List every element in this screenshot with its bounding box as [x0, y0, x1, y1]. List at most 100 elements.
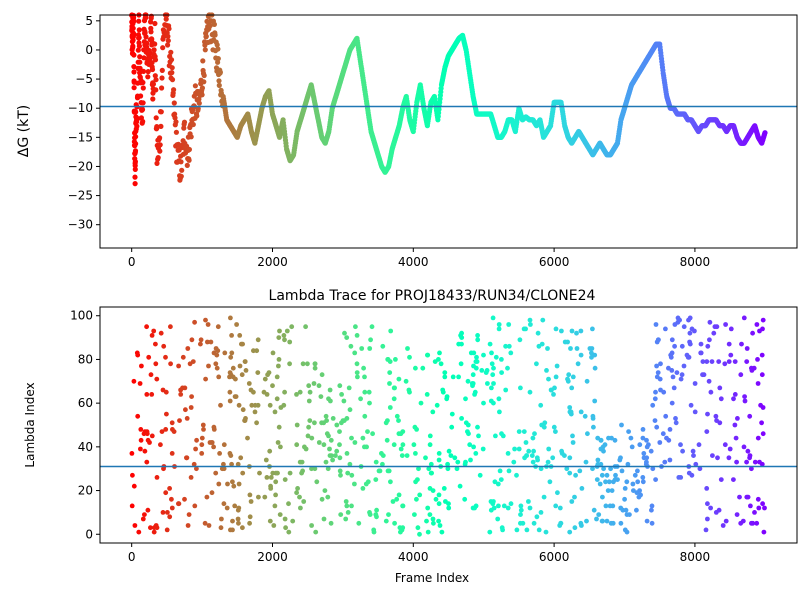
x-tick-label: 6000: [539, 255, 570, 269]
lambda-point: [496, 322, 502, 327]
lambda-point: [284, 328, 290, 334]
lambda-point: [756, 505, 762, 511]
lambda-point: [352, 350, 358, 356]
delta-g-point: [147, 50, 153, 56]
lambda-point: [456, 374, 461, 380]
delta-g-points: [129, 12, 768, 187]
lambda-point: [327, 446, 332, 452]
lambda-point: [454, 466, 460, 472]
lambda-point: [427, 433, 433, 439]
lambda-point: [652, 396, 658, 402]
lambda-point: [254, 420, 259, 426]
lambda-point: [390, 499, 396, 504]
lambda-point: [188, 405, 194, 410]
lambda-point: [274, 396, 280, 402]
lambda-point: [306, 398, 312, 404]
lambda-point: [744, 359, 750, 364]
lambda-point: [300, 468, 305, 474]
lambda-point: [528, 322, 533, 327]
lambda-point: [153, 361, 159, 367]
lambda-point: [696, 442, 702, 448]
lambda-point: [518, 520, 523, 526]
lambda-point: [163, 354, 168, 360]
lambda-point: [636, 494, 642, 500]
lambda-point: [208, 339, 214, 345]
lambda-point: [492, 479, 498, 485]
lambda-point: [137, 381, 143, 386]
lambda-point: [617, 457, 623, 463]
lambda-point: [176, 363, 182, 369]
lambda-point: [640, 475, 646, 480]
lambda-point: [316, 440, 322, 445]
lambda-point: [498, 477, 504, 482]
lambda-point: [572, 494, 577, 500]
lambda-point: [430, 409, 436, 415]
lambda-point: [286, 501, 291, 507]
lambda-point: [246, 381, 252, 386]
lambda-point: [505, 365, 510, 371]
lambda-point: [330, 457, 335, 463]
lambda-point: [660, 431, 666, 437]
lambda-point: [185, 346, 191, 351]
x-tick-label: 4000: [398, 255, 429, 269]
lambda-point: [624, 512, 630, 517]
lambda-point: [666, 437, 672, 443]
lambda-point: [481, 400, 486, 406]
lambda-point: [252, 409, 258, 415]
lambda-point: [679, 372, 685, 378]
lambda-point: [669, 400, 675, 406]
lambda-point: [591, 507, 597, 513]
lambda-point: [438, 361, 444, 367]
lambda-point: [689, 472, 695, 478]
delta-g-plot-area: [100, 12, 797, 187]
lambda-point: [428, 461, 434, 467]
lambda-point: [380, 453, 386, 458]
lambda-point: [722, 361, 728, 367]
lambda-point: [671, 385, 677, 391]
delta-g-point: [171, 87, 177, 93]
lambda-point: [309, 523, 314, 528]
lambda-point: [294, 490, 299, 496]
lambda-point: [424, 518, 429, 524]
lambda-point: [163, 490, 169, 496]
lambda-point: [751, 365, 757, 371]
delta-g-point: [159, 85, 165, 91]
lambda-point: [194, 466, 199, 472]
lambda-point: [206, 363, 211, 369]
lambda-point: [567, 455, 573, 461]
lambda-point: [297, 389, 303, 395]
lambda-point: [236, 481, 242, 487]
lambda-point: [425, 352, 430, 358]
lambda-point: [759, 352, 765, 358]
lambda-point: [654, 363, 659, 369]
lambda-point: [334, 448, 340, 454]
lambda-point: [547, 479, 553, 485]
lambda-point: [663, 326, 668, 332]
lambda-point: [717, 385, 723, 391]
lambda-point: [551, 392, 556, 397]
lambda-point: [666, 365, 671, 371]
lambda-point: [274, 374, 280, 380]
lambda-point: [290, 518, 296, 524]
lambda-point: [391, 442, 397, 448]
x-tick-label: 8000: [680, 550, 711, 564]
lambda-point: [511, 459, 517, 465]
lambda-point: [312, 466, 318, 472]
lambda-point: [475, 424, 480, 430]
delta-g-point: [137, 70, 143, 76]
y-tick-label: 40: [78, 440, 93, 454]
lambda-point: [198, 341, 203, 347]
lambda-point: [139, 363, 144, 369]
delta-g-point: [200, 58, 206, 64]
lambda-point: [217, 451, 223, 456]
lambda-point: [649, 503, 655, 509]
lambda-point: [417, 492, 423, 498]
lambda-point: [148, 372, 154, 378]
lambda-point: [590, 413, 596, 419]
lambda-point: [656, 337, 661, 343]
lambda-point: [653, 322, 659, 327]
lambda-point: [199, 451, 205, 456]
lambda-point: [403, 378, 409, 384]
lambda-point: [744, 459, 749, 465]
delta-g-point: [201, 72, 207, 79]
